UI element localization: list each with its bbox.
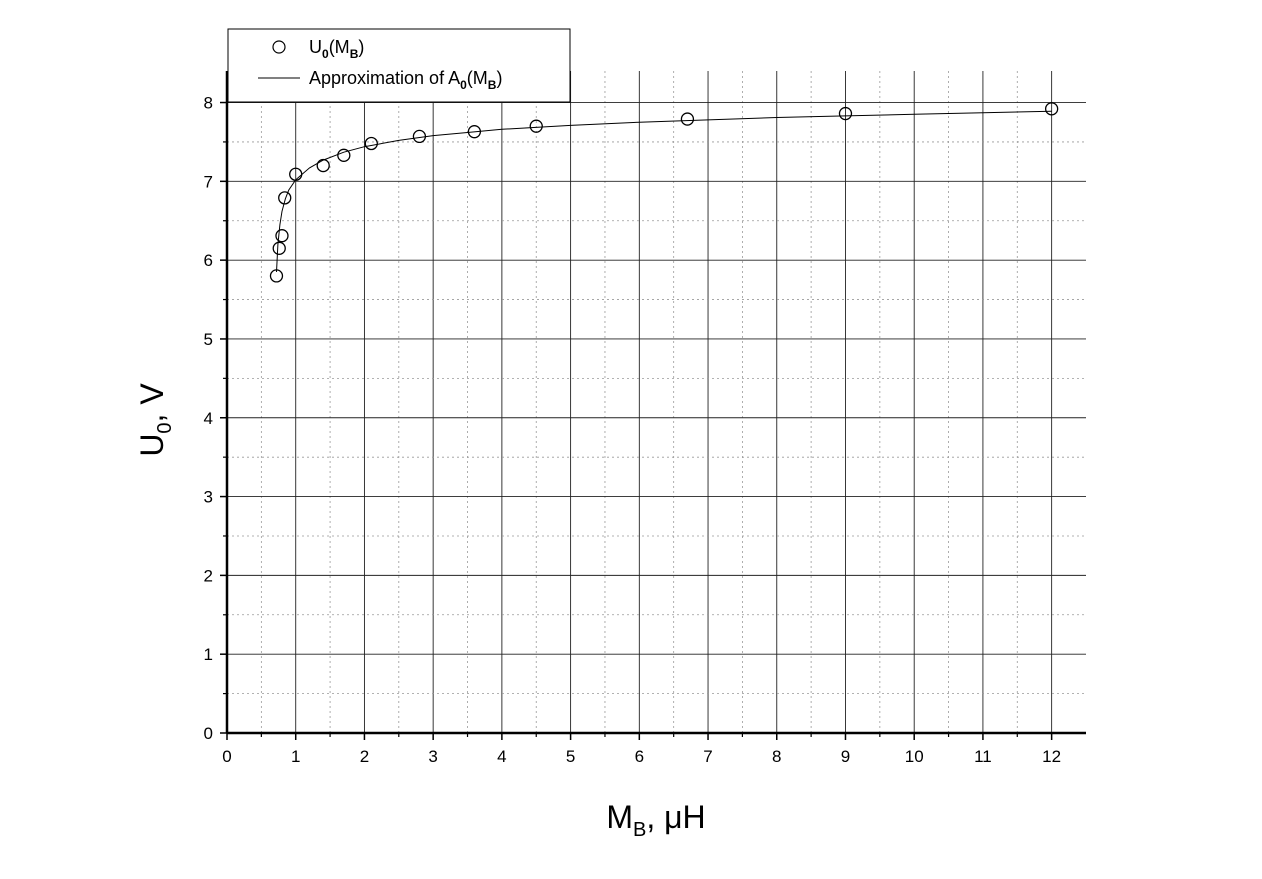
data-point [275,229,289,243]
x-tick-label: 7 [703,747,712,766]
y-tick-label: 3 [204,488,213,507]
legend-1-end: ) [358,37,364,57]
x-axis-title-sub: B [633,819,646,841]
x-tick-label: 9 [841,747,850,766]
y-axis-title-sub: 0 [154,422,176,433]
data-point [272,241,286,255]
data-point [316,158,330,173]
y-tick-label: 8 [204,94,213,113]
plot-series [269,102,1059,283]
legend-2-sub1: 0 [460,78,467,92]
legend-2-main: Approximation of A [309,68,460,88]
y-tick-label: 6 [204,251,213,270]
legend-entry-measured: U0(MB) [309,37,364,61]
x-tick-label: 3 [428,747,437,766]
y-tick-label: 5 [204,330,213,349]
legend-1-sub1: 0 [322,47,329,61]
y-tick-label: 7 [204,172,213,191]
x-tick-label: 0 [222,747,231,766]
legend-2-sub2: B [488,78,497,92]
y-axis-title-main: U [134,434,170,457]
y-tick-label: 2 [204,566,213,585]
data-point [364,136,378,151]
data-point [412,129,427,144]
y-axis-title-rest: , V [134,383,170,423]
x-tick-label: 1 [291,747,300,766]
y-tick-label: 1 [204,645,213,664]
legend-2-end: ) [496,68,502,88]
legend-entry-approximation: Approximation of A0(MB) [309,68,502,92]
legend-box [227,28,571,103]
legend-1-mid: (M [329,37,350,57]
x-tick-label: 8 [772,747,781,766]
grid [227,71,1086,733]
data-point [838,106,853,121]
legend-marker-icon [272,40,286,54]
x-tick-label: 12 [1042,747,1061,766]
legend-1-main: U [309,37,322,57]
legend-2-mid: (M [467,68,488,88]
y-tick-label: 0 [204,724,213,743]
x-tick-label: 10 [905,747,924,766]
x-tick-label: 11 [974,747,992,766]
x-tick-label: 6 [635,747,644,766]
data-point [278,191,292,205]
data-point [1044,102,1059,116]
x-axis-title-rest: , μH [646,799,705,835]
legend: U0(MB) Approximation of A0(MB) [227,28,571,103]
x-axis-title-main: M [606,799,633,835]
x-tick-label: 2 [360,747,369,766]
y-tick-label: 4 [204,409,213,428]
legend-1-sub2: B [350,47,359,61]
y-axis-title: U0, V [134,383,176,457]
x-tick-label: 5 [566,747,575,766]
x-axis-title: MB, μH [606,799,705,841]
data-point [529,119,543,133]
approximation-curve [276,110,1052,273]
data-point [680,112,695,126]
data-point [337,148,351,162]
x-tick-label: 4 [497,747,506,766]
